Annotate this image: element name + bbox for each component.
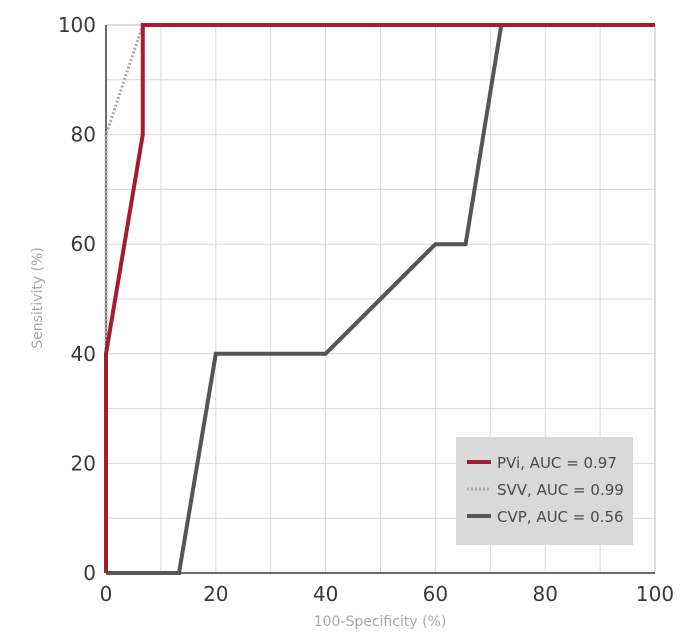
series-line-2 <box>106 23 655 575</box>
legend-label-2: CVP, AUC = 0.56 <box>497 508 624 526</box>
y-tick-label: 20 <box>71 451 96 475</box>
series-line-0 <box>104 23 655 573</box>
x-tick-label: 100 <box>636 582 674 606</box>
x-axis-title: 100-Specificity (%) <box>314 614 447 630</box>
y-axis-title: Sensitivity (%) <box>30 247 46 349</box>
legend-label-1: SVV, AUC = 0.99 <box>497 481 624 499</box>
y-tick-label: 40 <box>71 342 96 366</box>
y-tick-label: 0 <box>83 561 96 585</box>
y-tick-label: 100 <box>58 13 96 37</box>
x-tick-labels: 0 20 40 60 80 100 <box>100 582 674 606</box>
series-line-1 <box>104 23 655 573</box>
x-tick-label: 40 <box>313 582 338 606</box>
series-lines <box>104 23 655 575</box>
y-tick-label: 60 <box>71 232 96 256</box>
y-tick-label: 80 <box>71 123 96 147</box>
x-tick-label: 80 <box>532 582 557 606</box>
x-tick-label: 20 <box>203 582 228 606</box>
legend-label-0: PVi, AUC = 0.97 <box>497 454 617 472</box>
x-tick-label: 60 <box>423 582 448 606</box>
x-tick-label: 0 <box>100 582 113 606</box>
legend: PVi, AUC = 0.97 SVV, AUC = 0.99 CVP, AUC =… <box>456 437 633 545</box>
legend-background <box>456 437 633 545</box>
y-tick-labels: 0 20 40 60 80 100 <box>58 13 96 585</box>
